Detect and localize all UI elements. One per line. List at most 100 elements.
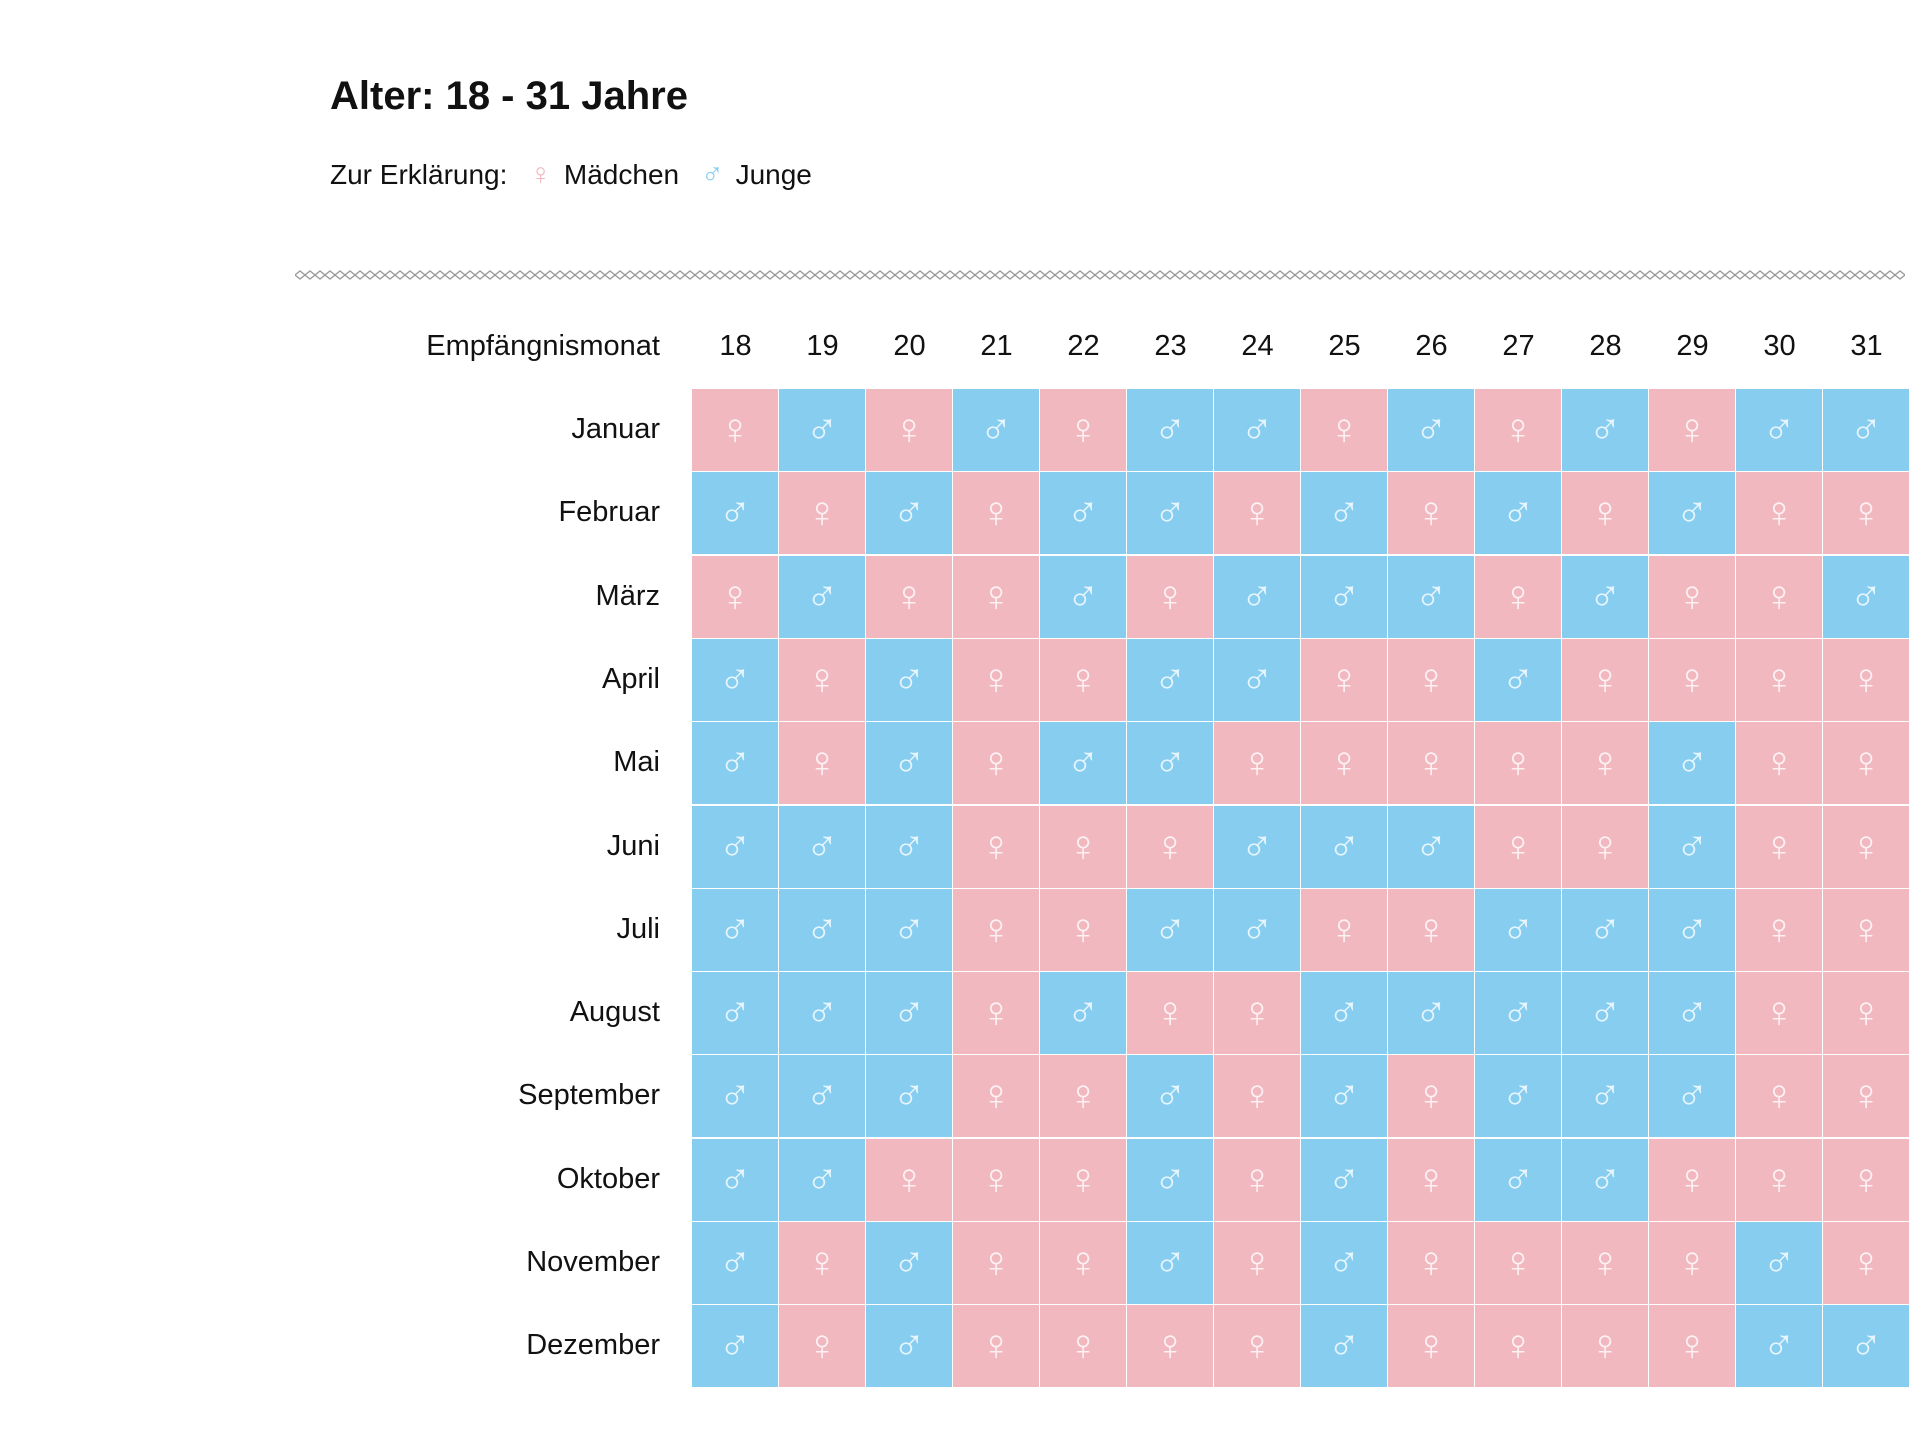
cell: ♂ (1475, 472, 1561, 555)
cell: ♂ (1736, 1222, 1822, 1304)
cell: ♀ (1388, 472, 1474, 555)
cell: ♀ (1562, 722, 1648, 805)
cell: ♀ (1649, 638, 1735, 721)
cell: ♀ (1736, 472, 1822, 555)
cell: ♀ (1823, 722, 1909, 805)
cell: ♀ (953, 1305, 1039, 1388)
cell: ♂ (692, 638, 778, 721)
cell: ♀ (1736, 972, 1822, 1055)
cell: ♂ (1127, 472, 1213, 555)
cell: ♂ (866, 722, 952, 805)
column-header: 21 (980, 330, 1013, 362)
cell: ♀ (1301, 638, 1387, 721)
cell: ♂ (1475, 888, 1561, 971)
cell: ♂ (866, 472, 952, 555)
cell: ♂ (1388, 805, 1474, 888)
cell: ♂ (866, 1055, 952, 1138)
cell: ♀ (1649, 1305, 1735, 1388)
cell: ♀ (1388, 722, 1474, 805)
cell: ♀ (1649, 1222, 1735, 1304)
cell: ♀ (1388, 1305, 1474, 1388)
cell: ♀ (1388, 1055, 1474, 1138)
cell: ♀ (1127, 805, 1213, 888)
cell: ♂ (1127, 389, 1213, 471)
divider (295, 268, 1905, 282)
cell: ♂ (1214, 389, 1300, 471)
cell: ♀ (1475, 1305, 1561, 1388)
cell: ♀ (1475, 555, 1561, 638)
cell: ♀ (1127, 555, 1213, 638)
cell: ♂ (1301, 972, 1387, 1055)
cell: ♂ (866, 888, 952, 971)
cell: ♀ (692, 555, 778, 638)
cell: ♀ (1649, 1138, 1735, 1221)
column-header: 18 (719, 330, 752, 362)
cell: ♂ (866, 972, 952, 1055)
cell: ♂ (779, 389, 865, 471)
cell: ♂ (692, 888, 778, 971)
legend-symbol: ♂ (701, 158, 724, 191)
cell: ♀ (1388, 888, 1474, 971)
cell: ♂ (779, 805, 865, 888)
cell: ♂ (1127, 1055, 1213, 1138)
cell: ♂ (1475, 638, 1561, 721)
cell: ♀ (1562, 1305, 1648, 1388)
cell: ♀ (692, 389, 778, 471)
cell: ♀ (779, 722, 865, 805)
row-label: Juli (616, 912, 660, 945)
cell: ♀ (779, 1305, 865, 1388)
cell: ♀ (1040, 805, 1126, 888)
cell: ♂ (1127, 638, 1213, 721)
column-header: 25 (1328, 330, 1361, 362)
row-label: September (518, 1079, 660, 1112)
cell: ♂ (1127, 1138, 1213, 1221)
column-header: 26 (1415, 330, 1448, 362)
cell: ♀ (1736, 638, 1822, 721)
column-header: 27 (1502, 330, 1535, 362)
cell: ♀ (1040, 1138, 1126, 1221)
cell: ♀ (953, 472, 1039, 555)
cell: ♀ (1562, 1222, 1648, 1304)
cell: ♂ (866, 805, 952, 888)
cell: ♂ (1214, 805, 1300, 888)
cell: ♀ (953, 722, 1039, 805)
cell: ♂ (779, 888, 865, 971)
row-label: November (526, 1246, 660, 1278)
cell: ♂ (1823, 555, 1909, 638)
cell: ♀ (1475, 389, 1561, 471)
cell: ♂ (779, 1055, 865, 1138)
cell: ♂ (1301, 1305, 1387, 1388)
cell: ♂ (692, 1055, 778, 1138)
cell: ♂ (1214, 888, 1300, 971)
cell: ♂ (1649, 1055, 1735, 1138)
column-header: 31 (1850, 330, 1883, 362)
legend-item-label: Junge (735, 159, 812, 190)
cell: ♂ (1214, 638, 1300, 721)
cell: ♂ (1388, 555, 1474, 638)
cell: ♀ (1736, 722, 1822, 805)
cell: ♀ (1127, 1305, 1213, 1388)
cell: ♀ (1127, 972, 1213, 1055)
cell: ♀ (1214, 1305, 1300, 1388)
row-label: Dezember (526, 1329, 660, 1362)
cell: ♀ (866, 555, 952, 638)
column-header: 29 (1676, 330, 1709, 362)
cell: ♀ (1388, 638, 1474, 721)
cell: ♂ (1562, 1138, 1648, 1221)
cell: ♂ (1127, 1222, 1213, 1304)
cell: ♀ (779, 638, 865, 721)
cell: ♂ (692, 1138, 778, 1221)
cell: ♂ (1301, 1222, 1387, 1304)
cell: ♀ (1823, 1055, 1909, 1138)
cell: ♀ (1736, 805, 1822, 888)
cell: ♀ (1475, 722, 1561, 805)
row-label: August (569, 996, 660, 1029)
cell: ♂ (1127, 888, 1213, 971)
cell: ♀ (953, 555, 1039, 638)
cell: ♀ (953, 805, 1039, 888)
cell: ♀ (1214, 722, 1300, 805)
row-label: Juni (606, 829, 660, 862)
cell: ♀ (1823, 805, 1909, 888)
cell: ♀ (1562, 638, 1648, 721)
cell: ♀ (779, 1222, 865, 1304)
